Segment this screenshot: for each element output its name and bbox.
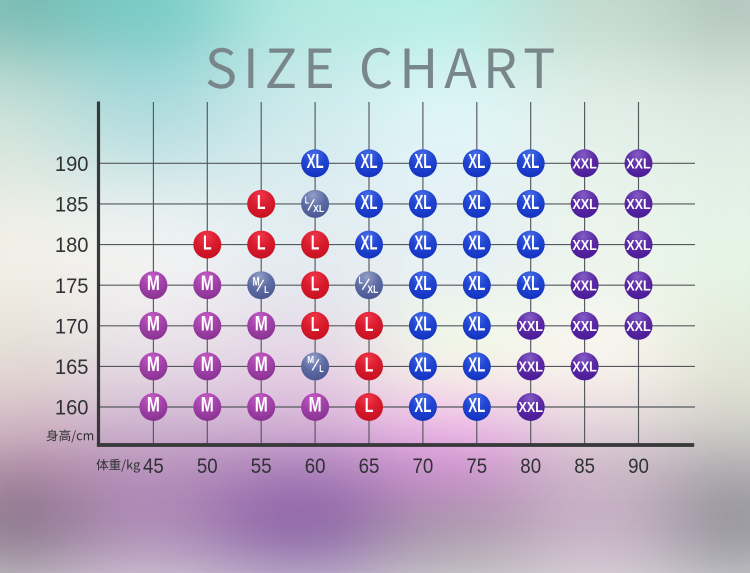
svg-text:XXL: XXL bbox=[518, 400, 543, 416]
svg-text:XL: XL bbox=[414, 273, 431, 295]
svg-text:M: M bbox=[201, 394, 214, 417]
svg-text:185: 185 bbox=[55, 194, 89, 217]
svg-text:M: M bbox=[255, 394, 268, 417]
svg-text:L: L bbox=[311, 313, 320, 336]
svg-text:65: 65 bbox=[359, 455, 380, 478]
svg-text:80: 80 bbox=[520, 455, 541, 478]
svg-text:M: M bbox=[253, 274, 260, 288]
svg-text:L: L bbox=[319, 364, 324, 375]
svg-text:XL: XL bbox=[468, 354, 485, 376]
svg-text:180: 180 bbox=[55, 234, 89, 257]
svg-text:M: M bbox=[201, 353, 214, 376]
svg-text:XXL: XXL bbox=[572, 278, 597, 294]
svg-text:90: 90 bbox=[628, 455, 649, 478]
svg-text:M: M bbox=[255, 353, 268, 376]
svg-text:L: L bbox=[203, 232, 212, 255]
svg-text:XL: XL bbox=[468, 151, 485, 173]
svg-text:XL: XL bbox=[522, 273, 539, 295]
svg-text:M: M bbox=[309, 394, 322, 417]
svg-text:L: L bbox=[311, 272, 320, 295]
svg-text:XL: XL bbox=[522, 233, 539, 255]
svg-text:XXL: XXL bbox=[572, 360, 597, 376]
svg-text:XL: XL bbox=[361, 151, 378, 173]
svg-text:XL: XL bbox=[468, 192, 485, 214]
svg-text:M: M bbox=[147, 394, 160, 417]
svg-text:60: 60 bbox=[305, 455, 326, 478]
svg-text:M: M bbox=[147, 272, 160, 295]
svg-text:70: 70 bbox=[413, 455, 434, 478]
svg-text:XL: XL bbox=[414, 354, 431, 376]
svg-text:45: 45 bbox=[143, 455, 164, 478]
svg-text:L: L bbox=[264, 285, 269, 296]
svg-text:XXL: XXL bbox=[572, 238, 597, 254]
svg-text:XXL: XXL bbox=[572, 319, 597, 335]
svg-text:L: L bbox=[365, 354, 374, 377]
svg-text:50: 50 bbox=[197, 455, 218, 478]
svg-text:XXL: XXL bbox=[572, 157, 597, 173]
svg-text:XL: XL bbox=[468, 314, 485, 336]
svg-text:M: M bbox=[307, 355, 314, 366]
svg-text:165: 165 bbox=[55, 356, 89, 379]
svg-text:L: L bbox=[257, 191, 266, 214]
svg-text:XL: XL bbox=[414, 395, 431, 417]
svg-text:L: L bbox=[257, 232, 266, 255]
svg-text:L: L bbox=[365, 394, 374, 417]
svg-text:XL: XL bbox=[414, 233, 431, 255]
svg-text:XL: XL bbox=[414, 151, 431, 173]
svg-text:XL: XL bbox=[361, 233, 378, 255]
svg-text:XXL: XXL bbox=[626, 238, 651, 254]
svg-text:L: L bbox=[311, 232, 320, 255]
svg-text:XXL: XXL bbox=[626, 319, 651, 335]
svg-text:M: M bbox=[255, 313, 268, 336]
svg-text:XL: XL bbox=[522, 192, 539, 214]
svg-text:XL: XL bbox=[361, 192, 378, 214]
svg-text:XXL: XXL bbox=[572, 197, 597, 213]
svg-text:XXL: XXL bbox=[626, 197, 651, 213]
svg-text:XL: XL bbox=[468, 395, 485, 417]
svg-text:XL: XL bbox=[307, 151, 324, 173]
svg-text:75: 75 bbox=[466, 455, 487, 478]
svg-text:XXL: XXL bbox=[626, 278, 651, 294]
svg-text:55: 55 bbox=[251, 455, 272, 478]
svg-text:M: M bbox=[201, 272, 214, 295]
svg-text:M: M bbox=[147, 353, 160, 376]
svg-text:XL: XL bbox=[313, 204, 324, 215]
svg-text:XL: XL bbox=[522, 151, 539, 173]
svg-text:XXL: XXL bbox=[626, 157, 651, 173]
svg-text:L: L bbox=[359, 276, 363, 287]
svg-text:175: 175 bbox=[55, 275, 89, 298]
svg-text:170: 170 bbox=[55, 315, 89, 338]
svg-text:XXL: XXL bbox=[518, 360, 543, 376]
svg-text:M: M bbox=[201, 313, 214, 336]
svg-text:XL: XL bbox=[468, 233, 485, 255]
svg-text:L: L bbox=[365, 313, 374, 336]
svg-text:M: M bbox=[147, 313, 160, 336]
svg-text:XL: XL bbox=[468, 273, 485, 295]
svg-text:XXL: XXL bbox=[518, 319, 543, 335]
svg-text:XL: XL bbox=[367, 284, 378, 296]
svg-text:160: 160 bbox=[55, 397, 89, 420]
svg-text:XL: XL bbox=[414, 314, 431, 336]
svg-text:XL: XL bbox=[414, 192, 431, 214]
svg-text:85: 85 bbox=[574, 455, 595, 478]
svg-text:190: 190 bbox=[55, 153, 89, 176]
svg-text:L: L bbox=[305, 196, 309, 207]
